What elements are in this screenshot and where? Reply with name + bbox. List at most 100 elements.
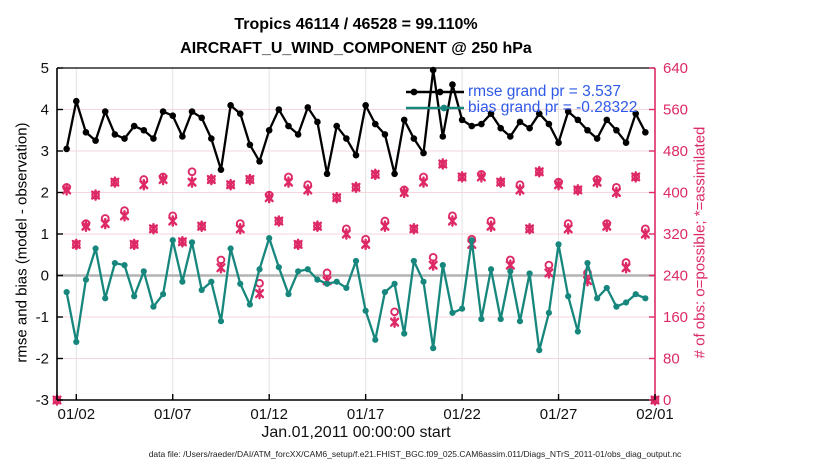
left-tick-label: 4 [41,102,49,119]
bias-point [217,318,225,325]
bias-point [159,291,167,298]
assimilated-obs-marker [351,181,361,194]
rmse-point [593,135,601,142]
left-tick-label: 2 [41,185,49,202]
bias-point [102,295,109,302]
bias-point [73,338,80,345]
assimilated-obs-marker [158,173,168,186]
bottom-tick-label: 01/27 [540,406,578,423]
x-axis-label: Jan.01,2011 00:00:00 start [261,424,451,441]
assimilated-obs-marker [573,184,583,196]
bias-point [304,266,311,273]
right-tick-label: 240 [663,268,688,285]
assimilated-obs-marker [418,176,429,188]
assimilated-obs-marker [409,223,419,235]
rmse-point [507,133,514,140]
bias-point [140,268,147,275]
assimilated-obs-marker [274,215,284,227]
bias-point [613,303,620,310]
rmse-point [256,158,263,165]
bias-point [169,237,176,244]
obs-count-markers [52,158,660,406]
bias-point [468,237,475,244]
rmse-point [516,118,524,126]
rmse-point [555,139,562,146]
bias-point [458,305,466,312]
bias-point [92,245,99,252]
rmse-point [92,137,99,144]
assimilated-obs-marker [119,210,130,222]
rmse-point [487,110,495,117]
left-axis-label: rmse and bias (model - observation) [13,122,31,363]
rmse-point [642,129,649,136]
rmse-point [458,116,466,124]
left-tick-label: 1 [41,226,49,243]
bottom-tick-label: 02/01 [636,406,674,423]
rmse-point [121,135,128,142]
assimilated-obs-marker [264,191,274,204]
bias-point [246,301,254,308]
rmse-point [439,133,447,140]
bias-point [449,309,456,316]
rmse-point [603,116,611,124]
bias-point [410,257,417,265]
right-tick-label: 400 [663,185,688,202]
assimilated-obs-marker [438,158,448,170]
assimilated-obs-marker [370,168,380,181]
assimilated-obs-marker [592,176,602,188]
left-tick-label: 0 [41,268,49,285]
right-axis-label: # of obs: o=possible; *=assimilated [691,126,709,359]
bias-point [622,299,630,306]
bias-point [381,289,389,296]
assimilated-obs-marker [312,220,323,233]
assimilated-obs-marker [235,223,245,235]
assimilated-obs-marker [544,267,554,279]
rmse-point [584,126,591,134]
assimilated-obs-marker [283,176,294,188]
bias-point [266,235,273,242]
rmse-point [101,108,109,115]
rmse-point [236,110,244,117]
rmse-point [391,170,398,178]
assimilated-obs-marker [534,165,544,178]
bias-point [362,307,369,314]
bias-point [536,347,543,354]
assimilated-obs-marker [81,220,91,233]
assimilated-obs-marker [90,189,101,201]
rmse-point [371,120,379,128]
rmse-point [72,97,80,105]
bias-point [632,291,639,298]
bias-point [63,289,70,296]
assimilated-obs-marker [332,191,342,204]
right-tick-label: 560 [663,102,688,119]
assimilated-obs-marker [62,184,72,196]
rmse-point [449,81,456,88]
bias-point [82,276,90,283]
bottom-tick-label: 01/12 [250,406,288,423]
bias-point [526,270,533,277]
bias-point [323,280,331,287]
chart-title-line2: AIRCRAFT_U_WIND_COMPONENT @ 250 hPa [180,40,532,57]
chart-title-line1: Tropics 46114 / 46528 = 99.110% [234,16,478,33]
rmse-point [217,166,225,173]
right-tick-label: 320 [663,226,688,243]
axis-ticks: 5 4 3 2 1 0 -1 -2 -3 640 560 480 400 320 240 160 80 0 01/0… [36,60,688,423]
bias-point [478,315,485,323]
right-tick-label: 480 [663,143,688,160]
assimilated-obs-marker [428,259,438,271]
bias-point [391,280,398,287]
left-tick-label: -2 [36,351,49,368]
rmse-point [535,110,543,117]
bottom-tick-label: 01/02 [58,406,96,423]
rmse-point [468,122,476,130]
right-tick-label: 160 [663,309,688,326]
assimilated-obs-marker [245,173,255,186]
rmse-point [478,120,485,128]
gridlines [57,68,656,400]
rmse-point [159,108,167,115]
bias-point [555,241,562,248]
legend-bias-text: bias grand pr = -0.28322 [468,99,638,116]
bias-point [131,293,138,300]
rmse-point [564,108,572,115]
